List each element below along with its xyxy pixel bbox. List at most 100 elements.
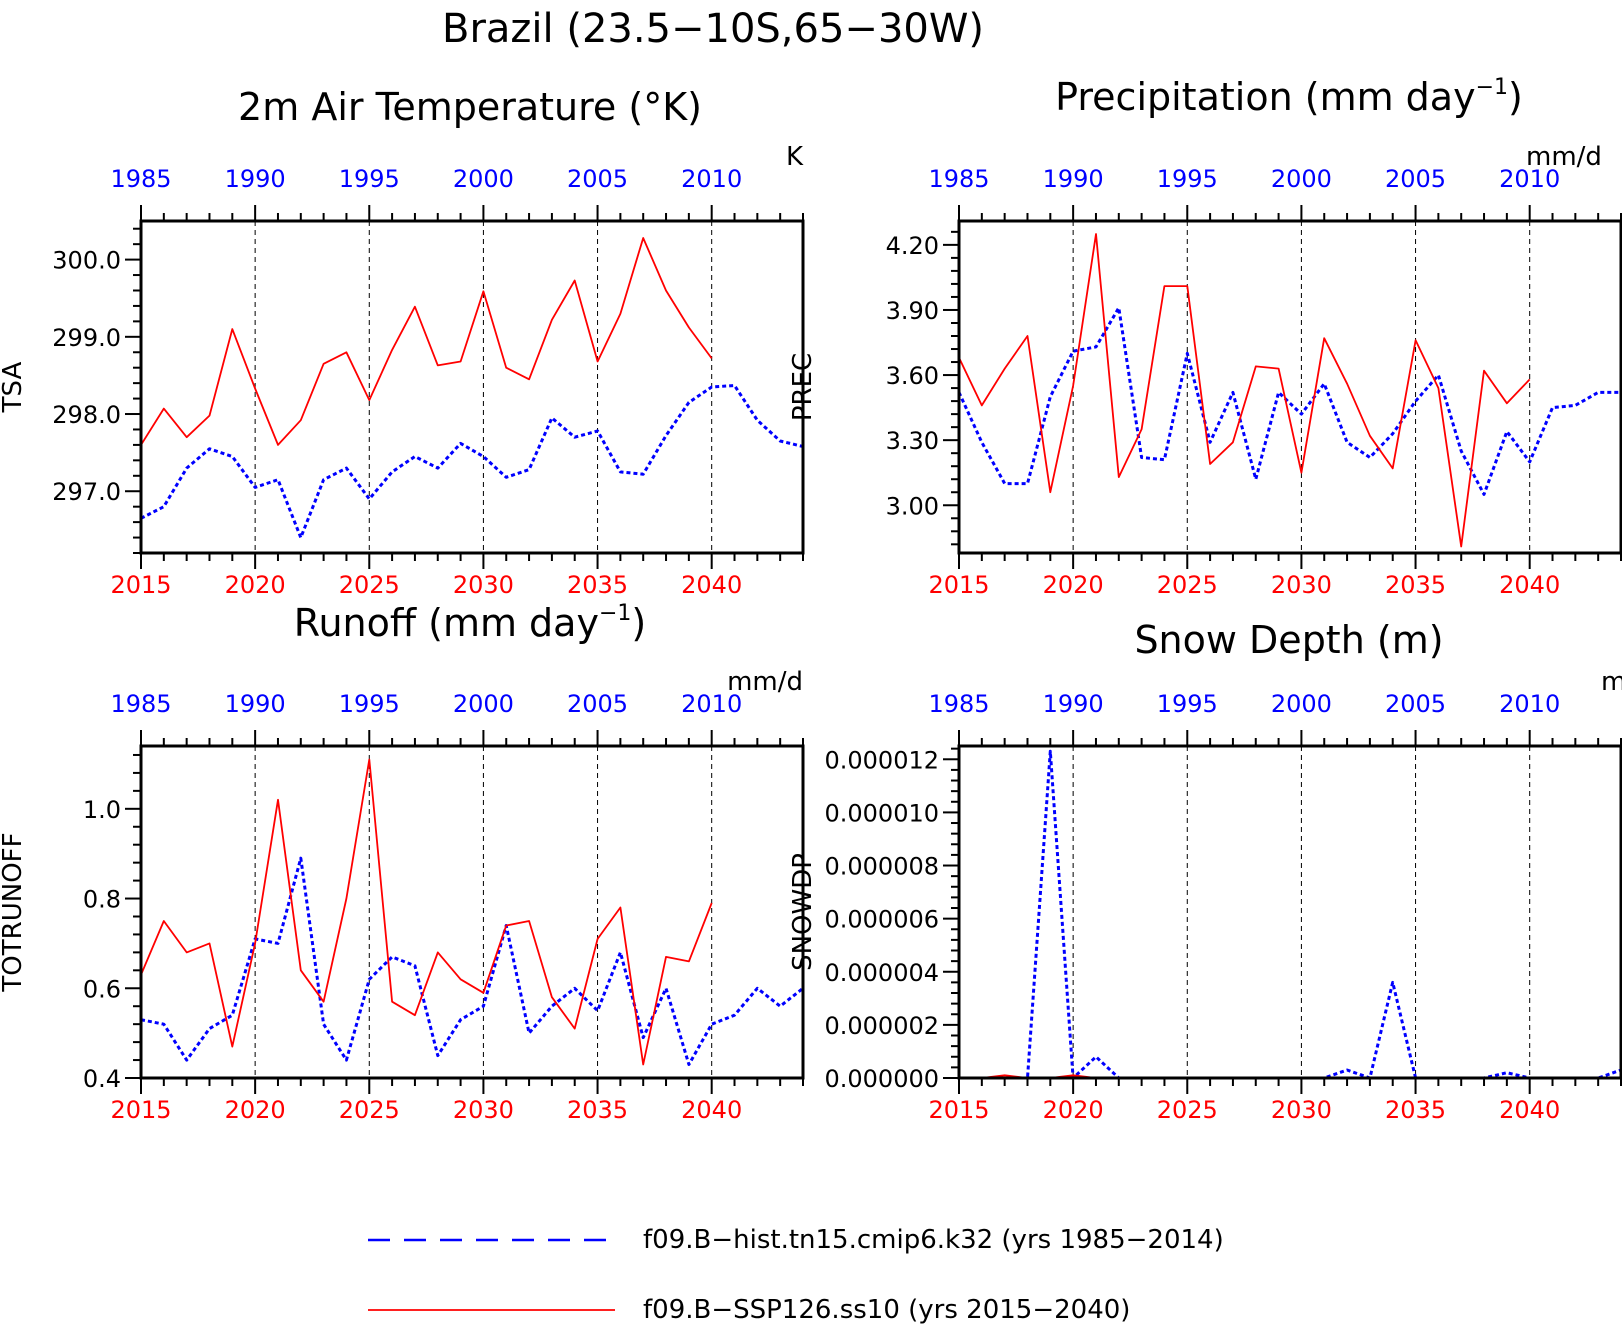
x-tick-label-top: 1995 bbox=[1157, 690, 1218, 718]
x-tick-label-bottom: 2020 bbox=[1043, 571, 1104, 599]
series-line-historical bbox=[141, 856, 803, 1066]
y-tick-label: 3.90 bbox=[886, 297, 939, 325]
series-group bbox=[141, 758, 803, 1066]
x-tick-label-bottom: 2035 bbox=[567, 1096, 628, 1124]
x-tick-label-top: 2005 bbox=[567, 690, 628, 718]
x-tick-label-top: 2010 bbox=[1499, 690, 1560, 718]
x-tick-label-bottom: 2035 bbox=[1385, 1096, 1446, 1124]
y-tick-label: 0.8 bbox=[83, 886, 121, 914]
x-tick-label-top: 2000 bbox=[453, 690, 514, 718]
x-tick-label-top: 1985 bbox=[928, 690, 989, 718]
x-tick-label-bottom: 2025 bbox=[1157, 1096, 1218, 1124]
x-tick-label-top: 1990 bbox=[225, 165, 286, 193]
y-tick-label: 0.000010 bbox=[824, 799, 939, 827]
units-label: mm/d bbox=[727, 667, 803, 697]
x-tick-label-bottom: 2015 bbox=[110, 571, 171, 599]
y-tick-label: 3.00 bbox=[886, 492, 939, 520]
x-tick-label-top: 2005 bbox=[567, 165, 628, 193]
units-label: K bbox=[786, 142, 804, 172]
units-label: m bbox=[1601, 667, 1622, 697]
y-tick-label: 1.0 bbox=[83, 796, 121, 824]
x-tick-label-bottom: 2030 bbox=[1271, 571, 1332, 599]
x-tick-label-bottom: 2015 bbox=[928, 1096, 989, 1124]
x-tick-label-bottom: 2040 bbox=[681, 1096, 742, 1124]
x-tick-label-top: 2000 bbox=[1271, 690, 1332, 718]
y-tick-label: 4.20 bbox=[886, 232, 939, 260]
panel-precipitation: Precipitation (mm day−1)mm/d 3.00 3.30 3.60… bbox=[788, 75, 1622, 599]
plot-frame bbox=[957, 219, 1622, 555]
x-tick-label-top: 2010 bbox=[1499, 165, 1560, 193]
x-tick-label-bottom: 2040 bbox=[1499, 571, 1560, 599]
x-tick-label-top: 2005 bbox=[1385, 165, 1446, 193]
x-tick-label-bottom: 2025 bbox=[1157, 571, 1218, 599]
y-tick-label: 0.000002 bbox=[824, 1012, 939, 1040]
x-tick-label-top: 2010 bbox=[681, 690, 742, 718]
x-tick-label-top: 2010 bbox=[681, 165, 742, 193]
panel-runoff: Runoff (mm day−1) mm/d 0.4 0.6 0.8 1.0 2015 202… bbox=[0, 601, 805, 1124]
y-axis-label: PREC bbox=[788, 353, 818, 421]
x-tick-label-top: 2000 bbox=[453, 165, 514, 193]
x-tick-label-top: 1990 bbox=[1043, 165, 1104, 193]
x-tick-label-bottom: 2015 bbox=[110, 1096, 171, 1124]
y-tick-label: 0.6 bbox=[83, 975, 121, 1003]
x-tick-label-bottom: 2040 bbox=[681, 571, 742, 599]
units-label: mm/d bbox=[1526, 142, 1602, 172]
x-tick-label-top: 1995 bbox=[1157, 165, 1218, 193]
plot-frame bbox=[139, 219, 805, 555]
y-tick-label: 0.000012 bbox=[824, 746, 939, 774]
panel-title-superscript: −1 bbox=[1476, 75, 1508, 100]
series-group bbox=[141, 237, 803, 540]
plot-frame bbox=[957, 744, 1622, 1080]
x-tick-label-bottom: 2030 bbox=[1271, 1096, 1332, 1124]
x-tick-label-bottom: 2035 bbox=[1385, 571, 1446, 599]
y-tick-label: 300.0 bbox=[52, 247, 121, 275]
x-tick-label-top: 1995 bbox=[339, 690, 400, 718]
legend-label: f09.B−SSP126.ss10 (yrs 2015−2040) bbox=[643, 1295, 1130, 1325]
y-axis-label: SNOWDP bbox=[788, 853, 818, 971]
series-line-future bbox=[141, 758, 713, 1066]
legend-label: f09.B−hist.tn15.cmip6.k32 (yrs 1985−2014… bbox=[643, 1225, 1224, 1255]
series-line-historical bbox=[959, 306, 1621, 496]
panel-snow-depth: Snow Depth (m) m 0.000000 0.000002 0.000004 0… bbox=[788, 618, 1622, 1124]
x-tick-label-bottom: 2020 bbox=[1043, 1096, 1104, 1124]
y-tick-label: 0.000006 bbox=[824, 906, 939, 934]
x-tick-label-top: 1990 bbox=[225, 690, 286, 718]
y-tick-label: 0.000008 bbox=[824, 853, 939, 881]
y-tick-label: 0.000000 bbox=[824, 1065, 939, 1093]
x-tick-label-top: 2005 bbox=[1385, 690, 1446, 718]
x-tick-label-bottom: 2040 bbox=[1499, 1096, 1560, 1124]
x-tick-label-bottom: 2020 bbox=[225, 1096, 286, 1124]
x-tick-label-bottom: 2025 bbox=[339, 1096, 400, 1124]
y-tick-label: 3.60 bbox=[886, 362, 939, 390]
x-tick-label-bottom: 2020 bbox=[225, 571, 286, 599]
panel-title: Runoff (mm day−1) bbox=[294, 601, 646, 645]
x-tick-label-bottom: 2030 bbox=[453, 1096, 514, 1124]
panel-title: 2m Air Temperature (°K) bbox=[238, 85, 702, 129]
legend-entry: f09.B−hist.tn15.cmip6.k32 (yrs 1985−2014… bbox=[368, 1225, 1224, 1255]
panel-title-superscript: −1 bbox=[599, 601, 631, 626]
x-tick-label-top: 1995 bbox=[339, 165, 400, 193]
legend-entry: f09.B−SSP126.ss10 (yrs 2015−2040) bbox=[368, 1295, 1130, 1325]
series-line-historical bbox=[959, 749, 1621, 1078]
series-line-future bbox=[959, 233, 1531, 548]
y-tick-label: 0.4 bbox=[83, 1065, 121, 1093]
panel-title: Snow Depth (m) bbox=[1134, 618, 1443, 662]
panel-title: Precipitation (mm day−1) bbox=[1055, 75, 1523, 119]
legend: f09.B−hist.tn15.cmip6.k32 (yrs 1985−2014… bbox=[368, 1225, 1224, 1325]
y-tick-label: 0.000004 bbox=[824, 959, 939, 987]
x-tick-label-bottom: 2015 bbox=[928, 571, 989, 599]
y-tick-label: 3.30 bbox=[886, 427, 939, 455]
series-group bbox=[959, 749, 1621, 1078]
x-tick-label-top: 2000 bbox=[1271, 165, 1332, 193]
series-line-historical bbox=[141, 384, 803, 540]
x-tick-label-top: 1990 bbox=[1043, 690, 1104, 718]
y-tick-label: 298.0 bbox=[52, 401, 121, 429]
plot-frame bbox=[139, 744, 805, 1080]
series-group bbox=[959, 233, 1621, 548]
series-line-future bbox=[141, 237, 713, 446]
x-tick-label-bottom: 2030 bbox=[453, 571, 514, 599]
y-tick-label: 297.0 bbox=[52, 478, 121, 506]
y-tick-label: 299.0 bbox=[52, 324, 121, 352]
y-axis-label: TSA bbox=[0, 361, 28, 413]
